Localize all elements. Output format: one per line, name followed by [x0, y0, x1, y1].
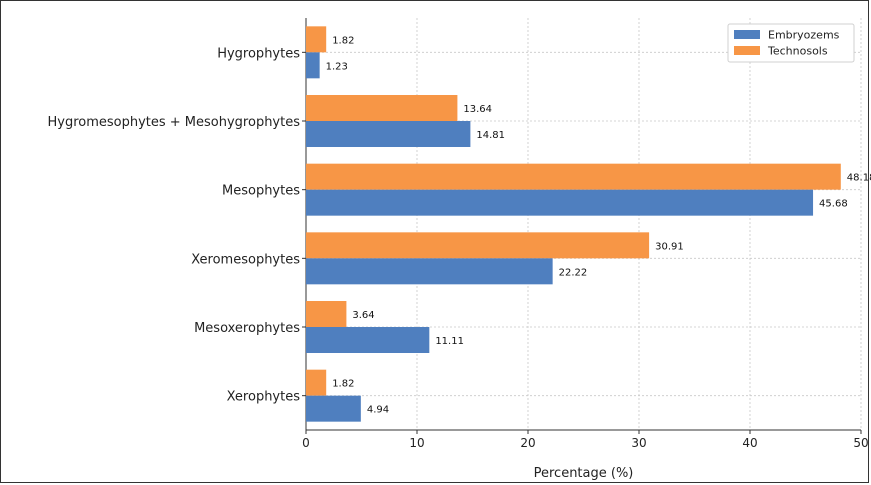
- technosols-value-label: 13.64: [463, 104, 492, 115]
- embryozems-value-label: 1.23: [326, 61, 348, 72]
- x-axis-label: Percentage (%): [534, 466, 634, 481]
- technosols-value-label: 3.64: [352, 310, 374, 321]
- embryozems-value-label: 14.81: [476, 130, 505, 141]
- category-label: Xerophytes: [227, 390, 301, 405]
- technosols-bar: [306, 369, 327, 396]
- embryozems-bar: [306, 189, 814, 216]
- technosols-bar: [306, 26, 327, 53]
- technosols-value-label: 48.18: [847, 173, 871, 184]
- technosols-bar: [306, 301, 347, 327]
- embryozems-value-label: 45.68: [819, 199, 848, 210]
- embryozems-bar: [306, 52, 320, 79]
- category-label: Xeromesophytes: [191, 252, 300, 267]
- embryozems-value-label: 4.94: [367, 405, 389, 416]
- embryozems-value-label: 11.11: [435, 336, 464, 347]
- embryozems-value-label: 22.22: [559, 267, 588, 278]
- technosols-bar: [306, 232, 650, 259]
- x-tick-label: 20: [520, 436, 535, 450]
- technosols-value-label: 1.82: [332, 35, 354, 46]
- technosols-bar: [306, 163, 841, 190]
- embryozems-bar: [306, 395, 361, 422]
- x-tick-label: 40: [742, 436, 757, 450]
- technosols-value-label: 30.91: [655, 241, 684, 252]
- embryozems-bar: [306, 327, 430, 353]
- category-label: Hygrophytes: [217, 46, 300, 61]
- technosols-bar: [306, 95, 458, 121]
- category-label: Mesophytes: [222, 184, 300, 199]
- x-tick-label: 10: [409, 436, 424, 450]
- technosols-value-label: 1.82: [332, 379, 354, 390]
- legend-swatch-technosols: [734, 46, 760, 55]
- x-tick-label: 50: [853, 436, 868, 450]
- legend-label-technosols: Technosols: [767, 45, 828, 58]
- x-tick-label: 0: [302, 436, 310, 450]
- legend-label-embryozems: Embryozems: [768, 29, 840, 42]
- embryozems-bar: [306, 258, 553, 285]
- x-tick-label: 30: [631, 436, 646, 450]
- legend-swatch-embryozems: [734, 30, 760, 39]
- embryozems-bar: [306, 121, 471, 147]
- category-label: Mesoxerophytes: [194, 321, 300, 336]
- category-label: Hygromesophytes + Mesohygrophytes: [47, 115, 300, 130]
